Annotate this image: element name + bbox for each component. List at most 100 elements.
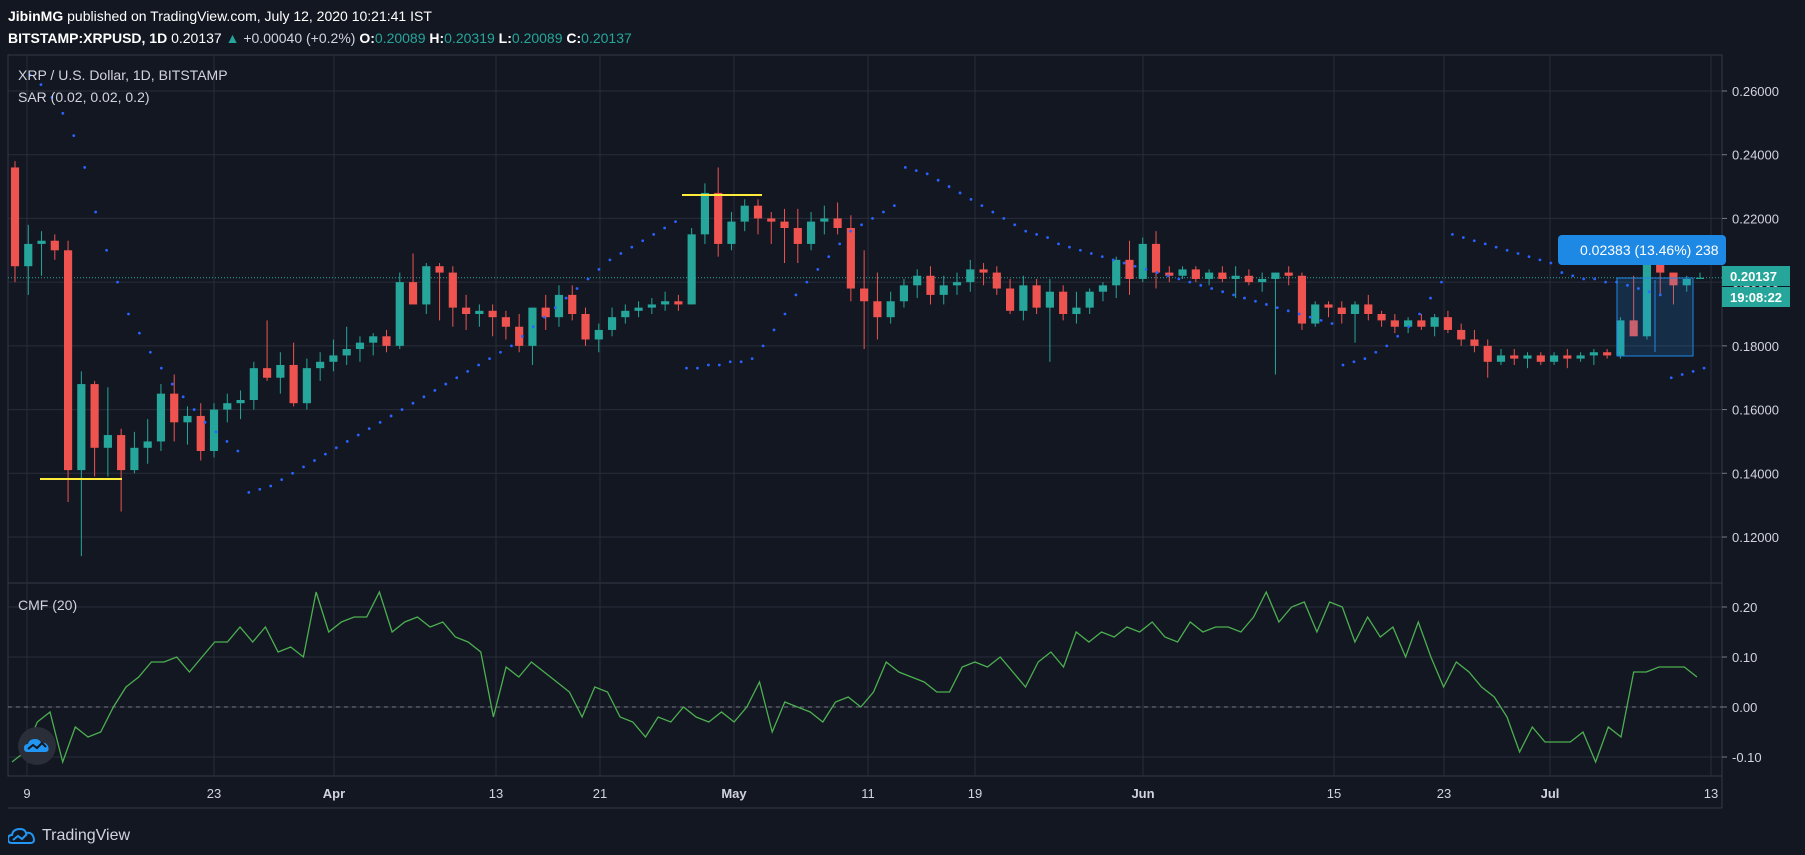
candle-body	[1218, 272, 1227, 279]
author-name[interactable]: JibinMG	[8, 8, 64, 24]
tradingview-brand[interactable]: TradingView	[8, 827, 130, 845]
y-tick-label: 0.22000	[1732, 211, 1779, 226]
candle-body	[130, 447, 139, 471]
candle-body	[1404, 320, 1413, 327]
candle-body	[1019, 285, 1028, 311]
candle	[435, 263, 444, 321]
candle	[342, 326, 351, 365]
candle	[568, 285, 577, 321]
candle-body	[1324, 304, 1333, 308]
candle	[1337, 301, 1346, 324]
sar-dot	[969, 197, 973, 201]
candle-body	[422, 266, 431, 305]
sar-legend[interactable]: SAR (0.02, 0.02, 0.2)	[18, 89, 150, 105]
candle	[130, 431, 139, 474]
candle	[581, 307, 590, 346]
candle	[1218, 266, 1227, 283]
candle	[607, 307, 617, 337]
candle-body	[382, 336, 391, 346]
candle-body	[249, 368, 258, 401]
candle-body	[767, 218, 776, 222]
candle-body	[873, 301, 882, 318]
candle	[395, 272, 404, 350]
candle	[1178, 266, 1187, 279]
sar-dot	[50, 95, 54, 99]
sar-dot	[882, 210, 885, 214]
chart-legend-title[interactable]: XRP / U.S. Dollar, 1D, BITSTAMP	[18, 67, 228, 83]
candle	[1404, 317, 1413, 334]
sar-dot	[1396, 334, 1400, 338]
symbol-line: BITSTAMP:XRPUSD, 1D 0.20137 ▲ +0.00040 (…	[8, 30, 632, 46]
sar-dot	[619, 252, 623, 255]
sar-dot	[444, 382, 448, 386]
price-tag-bg	[1722, 266, 1790, 286]
candle-body	[143, 441, 152, 448]
candle-body	[1045, 291, 1054, 308]
sar-dot	[827, 255, 831, 259]
candle	[899, 278, 909, 308]
cmf-tick-label: -0.10	[1732, 750, 1762, 765]
sar-dot	[1440, 280, 1443, 284]
publish-text: published on TradingView.com, July 12, 2…	[67, 8, 432, 24]
candle	[1138, 237, 1147, 283]
candle	[554, 285, 564, 327]
candle-body	[1165, 272, 1174, 276]
sar-dot	[28, 73, 32, 77]
candle	[846, 215, 855, 302]
sar-dot	[1483, 242, 1487, 246]
candlestick-series	[10, 161, 1705, 557]
candle-body	[10, 167, 20, 267]
cmf-legend[interactable]: CMF (20)	[18, 597, 78, 613]
sar-dot	[991, 210, 995, 214]
candle	[1324, 301, 1333, 318]
candle-body	[50, 240, 59, 251]
sar-dot	[1297, 312, 1301, 316]
candle	[103, 387, 112, 477]
low-value: 0.20089	[511, 30, 563, 46]
candle-body	[1549, 355, 1559, 362]
sar-dot	[1078, 248, 1082, 252]
candle	[77, 371, 86, 557]
candle-body	[634, 307, 643, 311]
cmf-line	[11, 590, 1698, 765]
sar-dot	[750, 357, 754, 360]
tradingview-badge[interactable]	[18, 727, 56, 765]
last-price: 0.20137	[171, 30, 222, 46]
symbol-text[interactable]: BITSTAMP:XRPUSD, 1D	[8, 30, 168, 46]
candle-body	[846, 227, 855, 289]
candle	[1045, 278, 1054, 362]
sar-dot	[564, 296, 568, 300]
candle	[926, 266, 935, 305]
sar-dot	[728, 360, 732, 364]
sar-dot	[214, 430, 218, 434]
sar-dot	[871, 217, 874, 220]
candle	[1390, 314, 1399, 334]
sar-dot	[1363, 357, 1367, 360]
sar-dot	[170, 382, 174, 386]
candle-body	[223, 403, 232, 410]
x-tick-label: May	[721, 786, 747, 801]
sar-dot	[892, 204, 896, 208]
candle	[780, 208, 789, 264]
axes: 9 23 Apr 13 21 May 11 19 Jun 15 23 Jul 13 0.12000 0.14…	[23, 84, 1790, 801]
cmf-tick-label: 0.20	[1732, 600, 1757, 615]
candle-body	[780, 221, 789, 228]
candle	[1563, 349, 1572, 369]
price-tag-countdown: 19:08:22	[1730, 290, 1782, 305]
candle-body	[1311, 304, 1320, 324]
candle-body	[501, 317, 510, 327]
low-label: L:	[498, 30, 512, 46]
candle	[117, 428, 126, 512]
candle	[1510, 349, 1519, 365]
candle	[860, 250, 869, 350]
sar-dot	[334, 446, 338, 450]
y-tick-label: 0.14000	[1732, 466, 1779, 481]
candle	[714, 167, 723, 257]
sar-dot	[914, 169, 918, 173]
publish-line: JibinMG published on TradingView.com, Ju…	[8, 8, 432, 24]
sar-dot	[225, 440, 229, 443]
sar-dot	[1166, 274, 1170, 278]
chart-grid	[7, 54, 1723, 809]
candle	[24, 224, 33, 295]
